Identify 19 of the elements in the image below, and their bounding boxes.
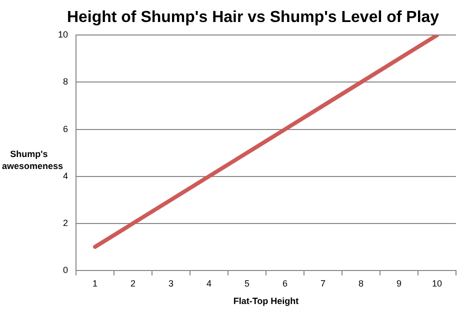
y-tick-label: 4	[62, 170, 68, 181]
y-axis-title: Shump's awesomeness	[2, 148, 64, 172]
x-axis-title: Flat-Top Height	[233, 296, 299, 306]
x-tick-label: 8	[358, 278, 364, 288]
x-tick-label: 1	[92, 278, 98, 288]
chart-title: Height of Shump's Hair vs Shump's Level of Play	[66, 9, 440, 26]
x-tick-label: 6	[282, 278, 288, 288]
x-tick-label: 10	[432, 278, 442, 288]
x-tick-label: 9	[396, 278, 402, 288]
y-tick-label: 10	[58, 30, 68, 40]
x-tick-label: 7	[320, 278, 326, 288]
y-tick-label: 8	[62, 76, 68, 87]
y-tick-label: 0	[62, 264, 68, 275]
x-tick-label: 2	[130, 278, 136, 288]
x-tick-label: 5	[244, 278, 250, 288]
x-tick-label: 4	[206, 278, 212, 288]
x-tick-label: 3	[168, 278, 174, 288]
y-tick-label: 6	[62, 124, 68, 134]
y-tick-label: 2	[62, 218, 68, 228]
